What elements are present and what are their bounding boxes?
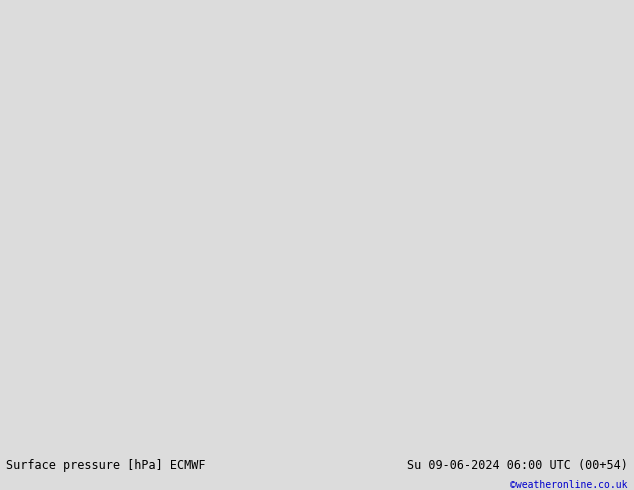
Text: ©weatheronline.co.uk: ©weatheronline.co.uk [510, 480, 628, 490]
Text: Surface pressure [hPa] ECMWF: Surface pressure [hPa] ECMWF [6, 460, 206, 472]
Text: Su 09-06-2024 06:00 UTC (00+54): Su 09-06-2024 06:00 UTC (00+54) [407, 460, 628, 472]
